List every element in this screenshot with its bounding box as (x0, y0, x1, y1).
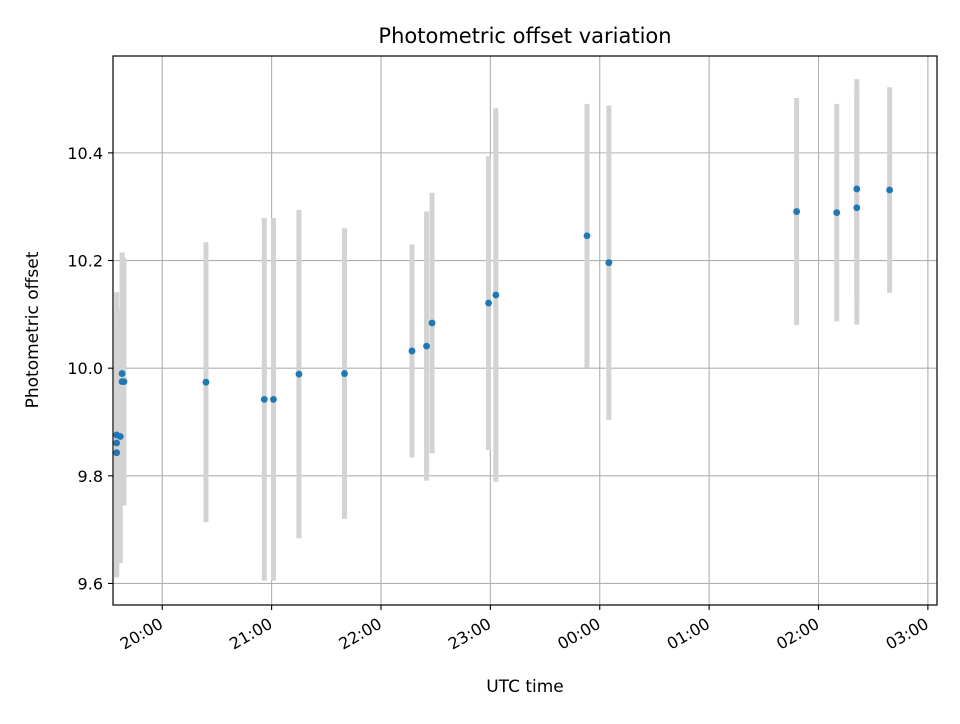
data-point (853, 204, 861, 212)
data-point (833, 209, 841, 217)
data-point (605, 259, 613, 267)
data-points (113, 185, 894, 457)
data-point (583, 232, 591, 240)
data-point (408, 347, 416, 355)
grid (113, 56, 937, 605)
data-point (120, 378, 128, 386)
data-point (118, 370, 126, 377)
data-point (423, 342, 430, 350)
y-tick-label: 10.4 (67, 144, 103, 163)
data-point (853, 185, 861, 193)
plot-frame (112, 55, 938, 606)
data-point (793, 208, 801, 215)
data-point (492, 291, 500, 299)
data-point (260, 395, 268, 403)
data-point (341, 370, 348, 377)
y-axis-ticks: 9.6 9.8 10.0 10.2 10.4 (67, 144, 113, 593)
y-tick-label: 9.6 (78, 574, 103, 593)
data-point (295, 370, 303, 378)
y-tick-label: 9.8 (78, 467, 103, 486)
chart-title: Photometric offset variation (378, 24, 671, 48)
data-point (202, 378, 210, 386)
y-axis-label: Photometric offset (23, 251, 43, 408)
data-point (886, 186, 894, 194)
data-point (113, 439, 121, 447)
data-point (270, 395, 277, 403)
data-point (485, 299, 492, 307)
data-point (428, 319, 436, 327)
data-point (113, 449, 121, 457)
x-axis-label: UTC time (486, 677, 564, 697)
data-point (116, 433, 124, 440)
y-tick-label: 10.2 (67, 252, 103, 271)
y-tick-label: 10.0 (67, 359, 103, 378)
